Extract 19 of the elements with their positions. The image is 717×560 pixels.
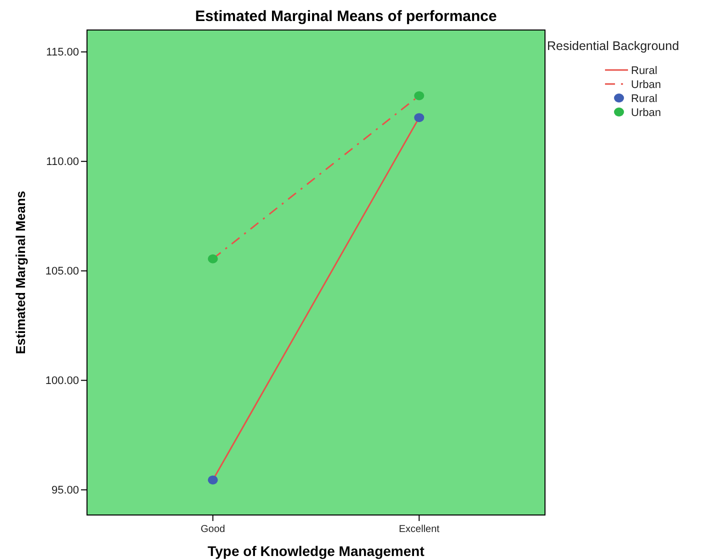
legend-label: Urban: [631, 78, 661, 91]
x-tick-label: Excellent: [398, 524, 440, 535]
legend-title: Residential Background: [547, 39, 680, 53]
x-axis-title: Type of Knowledge Management: [208, 543, 425, 559]
y-axis-title: Estimated Marginal Means: [13, 190, 28, 354]
y-tick-label: 110.00: [46, 156, 79, 168]
y-tick-label: 95.00: [51, 484, 79, 497]
y-tick-label: 115.00: [46, 46, 79, 59]
y-tick-label: 100.00: [45, 375, 79, 388]
chart-title: Estimated Marginal Means of performance: [195, 8, 497, 25]
point: [414, 91, 424, 100]
legend-label: Urban: [631, 106, 661, 119]
legend-label: Rural: [631, 92, 658, 105]
point: [208, 254, 218, 264]
point: [414, 113, 424, 122]
point: [208, 475, 218, 484]
x-tick-label: Good: [200, 524, 226, 535]
y-tick-label: 105.00: [45, 266, 79, 278]
legend-label: Rural: [631, 64, 658, 77]
